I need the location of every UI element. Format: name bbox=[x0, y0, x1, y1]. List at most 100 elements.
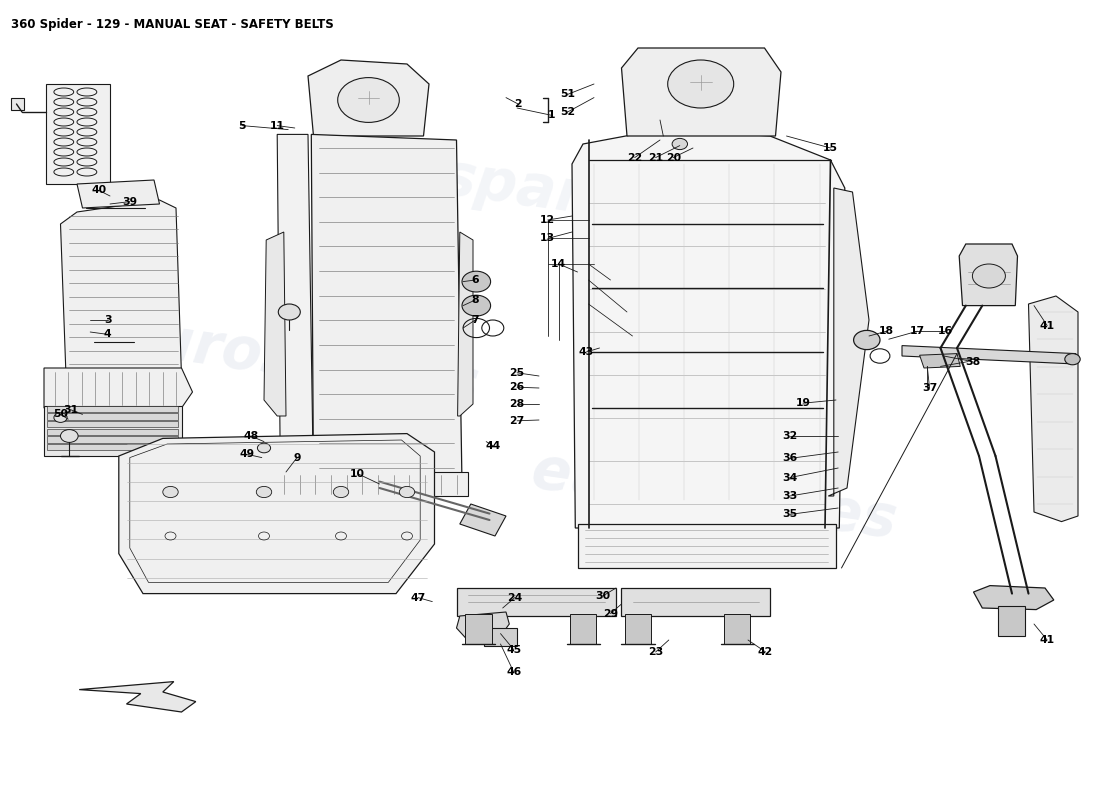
Circle shape bbox=[854, 330, 880, 350]
Circle shape bbox=[668, 60, 734, 108]
Text: 26: 26 bbox=[509, 382, 525, 392]
Polygon shape bbox=[273, 472, 468, 496]
Text: 22: 22 bbox=[627, 153, 642, 162]
Circle shape bbox=[462, 271, 491, 292]
Circle shape bbox=[163, 486, 178, 498]
Text: 49: 49 bbox=[240, 450, 255, 459]
Polygon shape bbox=[264, 232, 286, 416]
Text: 45: 45 bbox=[506, 645, 521, 654]
Circle shape bbox=[672, 138, 688, 150]
Text: 35: 35 bbox=[782, 510, 797, 519]
Text: 41: 41 bbox=[1040, 635, 1055, 645]
Text: eurospares: eurospares bbox=[110, 306, 484, 414]
Text: 29: 29 bbox=[603, 609, 618, 618]
Text: 10: 10 bbox=[350, 469, 365, 478]
Polygon shape bbox=[458, 232, 473, 416]
Polygon shape bbox=[465, 614, 492, 644]
Polygon shape bbox=[308, 60, 429, 136]
Polygon shape bbox=[572, 130, 845, 528]
Polygon shape bbox=[724, 614, 750, 644]
Circle shape bbox=[60, 430, 78, 442]
Text: 48: 48 bbox=[243, 431, 258, 441]
Text: 28: 28 bbox=[509, 399, 525, 409]
Text: 19: 19 bbox=[795, 398, 811, 408]
Polygon shape bbox=[460, 504, 506, 536]
Text: 30: 30 bbox=[595, 591, 610, 601]
Text: 43: 43 bbox=[579, 347, 594, 357]
Text: 36: 36 bbox=[782, 454, 797, 463]
Circle shape bbox=[257, 443, 271, 453]
Text: 20: 20 bbox=[666, 153, 681, 162]
Text: 24: 24 bbox=[507, 593, 522, 602]
Polygon shape bbox=[570, 614, 596, 644]
Text: 14: 14 bbox=[551, 259, 566, 269]
Text: 32: 32 bbox=[782, 431, 797, 441]
Text: 18: 18 bbox=[879, 326, 894, 336]
Polygon shape bbox=[47, 414, 178, 420]
Polygon shape bbox=[258, 480, 284, 496]
Text: 41: 41 bbox=[1040, 321, 1055, 330]
Text: 12: 12 bbox=[540, 215, 556, 225]
Text: 6: 6 bbox=[472, 275, 478, 285]
Polygon shape bbox=[621, 48, 781, 136]
Polygon shape bbox=[974, 586, 1054, 610]
Text: 37: 37 bbox=[922, 383, 937, 393]
Circle shape bbox=[54, 413, 67, 422]
Text: 27: 27 bbox=[509, 416, 525, 426]
Polygon shape bbox=[902, 346, 1076, 364]
Text: 11: 11 bbox=[270, 121, 285, 130]
Polygon shape bbox=[11, 98, 24, 110]
Polygon shape bbox=[77, 180, 160, 208]
Text: 17: 17 bbox=[910, 326, 925, 336]
Text: 23: 23 bbox=[648, 647, 663, 657]
Text: 39: 39 bbox=[122, 197, 138, 206]
Circle shape bbox=[1065, 354, 1080, 365]
Polygon shape bbox=[456, 612, 509, 640]
Text: 16: 16 bbox=[937, 326, 953, 336]
Circle shape bbox=[399, 486, 415, 498]
Circle shape bbox=[256, 486, 272, 498]
Text: 15: 15 bbox=[823, 143, 838, 153]
Polygon shape bbox=[44, 368, 192, 408]
Text: 13: 13 bbox=[540, 234, 556, 243]
Polygon shape bbox=[920, 354, 960, 368]
Polygon shape bbox=[119, 434, 435, 594]
Text: 33: 33 bbox=[782, 491, 797, 501]
Text: 3: 3 bbox=[104, 315, 111, 325]
Text: 42: 42 bbox=[758, 647, 773, 657]
Text: 34: 34 bbox=[782, 473, 797, 482]
Circle shape bbox=[338, 78, 399, 122]
Text: spares: spares bbox=[438, 149, 662, 235]
Polygon shape bbox=[47, 406, 178, 412]
Polygon shape bbox=[621, 588, 770, 616]
Circle shape bbox=[333, 486, 349, 498]
Polygon shape bbox=[47, 444, 178, 450]
Text: 47: 47 bbox=[410, 593, 426, 602]
Text: 1: 1 bbox=[548, 110, 554, 120]
Text: 360 Spider - 129 - MANUAL SEAT - SAFETY BELTS: 360 Spider - 129 - MANUAL SEAT - SAFETY … bbox=[11, 18, 333, 30]
Text: 7: 7 bbox=[472, 315, 478, 325]
Text: 9: 9 bbox=[294, 453, 300, 462]
Text: 38: 38 bbox=[965, 357, 980, 366]
Polygon shape bbox=[79, 682, 196, 712]
Circle shape bbox=[278, 304, 300, 320]
Polygon shape bbox=[44, 406, 182, 456]
Text: 52: 52 bbox=[560, 107, 575, 117]
Polygon shape bbox=[828, 188, 869, 496]
Polygon shape bbox=[959, 244, 1018, 306]
Polygon shape bbox=[47, 436, 178, 442]
Polygon shape bbox=[277, 134, 313, 488]
Polygon shape bbox=[46, 84, 110, 184]
Polygon shape bbox=[456, 588, 616, 616]
Polygon shape bbox=[625, 614, 651, 644]
Text: 25: 25 bbox=[509, 368, 525, 378]
Polygon shape bbox=[311, 134, 462, 484]
Text: 50: 50 bbox=[53, 410, 68, 419]
Polygon shape bbox=[47, 421, 178, 427]
Text: 4: 4 bbox=[104, 330, 111, 339]
Circle shape bbox=[462, 295, 491, 316]
Circle shape bbox=[972, 264, 1005, 288]
Text: 21: 21 bbox=[648, 153, 663, 162]
Polygon shape bbox=[60, 200, 182, 376]
Text: 40: 40 bbox=[91, 186, 107, 195]
